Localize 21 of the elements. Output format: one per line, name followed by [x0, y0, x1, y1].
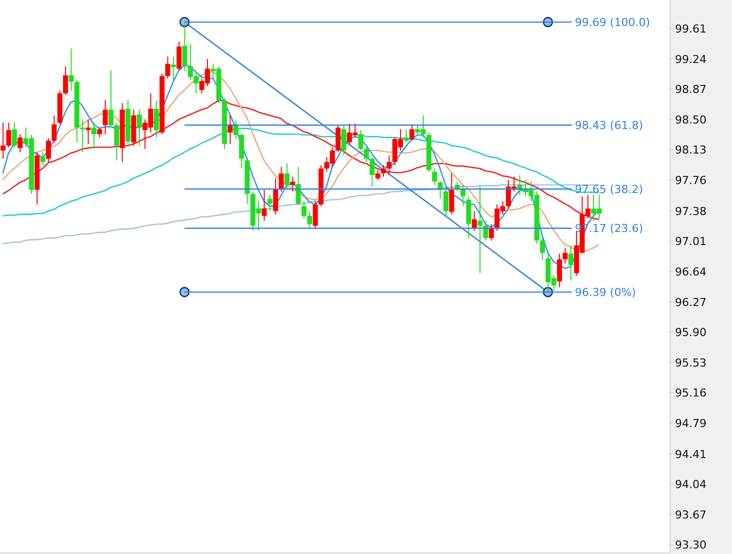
y-tick-label: 96.64: [675, 265, 706, 278]
y-tick-label: 99.24: [675, 52, 706, 66]
y-tick-label: 96.27: [675, 296, 706, 309]
y-tick-label: 94.04: [675, 478, 706, 492]
y-tick-label: 94.79: [675, 416, 706, 430]
y-tick-label: 97.01: [675, 235, 706, 248]
y-tick-label: 94.41: [675, 448, 706, 461]
y-tick-label: 98.50: [675, 113, 706, 126]
y-tick-label: 95.90: [675, 326, 706, 340]
y-tick-label: 95.16: [675, 386, 706, 400]
y-tick-label: 93.67: [675, 508, 706, 522]
ref-line-label: 98.43 (61.8): [574, 119, 643, 132]
y-tick-label: 98.13: [675, 144, 706, 157]
y-tick-label: 95.53: [675, 356, 706, 370]
ref-line-label: 96.39 (0%): [574, 286, 636, 300]
y-tick-label: 97.76: [675, 174, 706, 187]
y-tick-label: 93.30: [675, 538, 706, 552]
y-tick-label: 97.38: [675, 204, 706, 218]
y-tick-label: 98.87: [675, 83, 706, 96]
y-tick-label: 99.61: [675, 22, 706, 36]
ref-line-label: 99.69 (100.0): [574, 16, 650, 30]
